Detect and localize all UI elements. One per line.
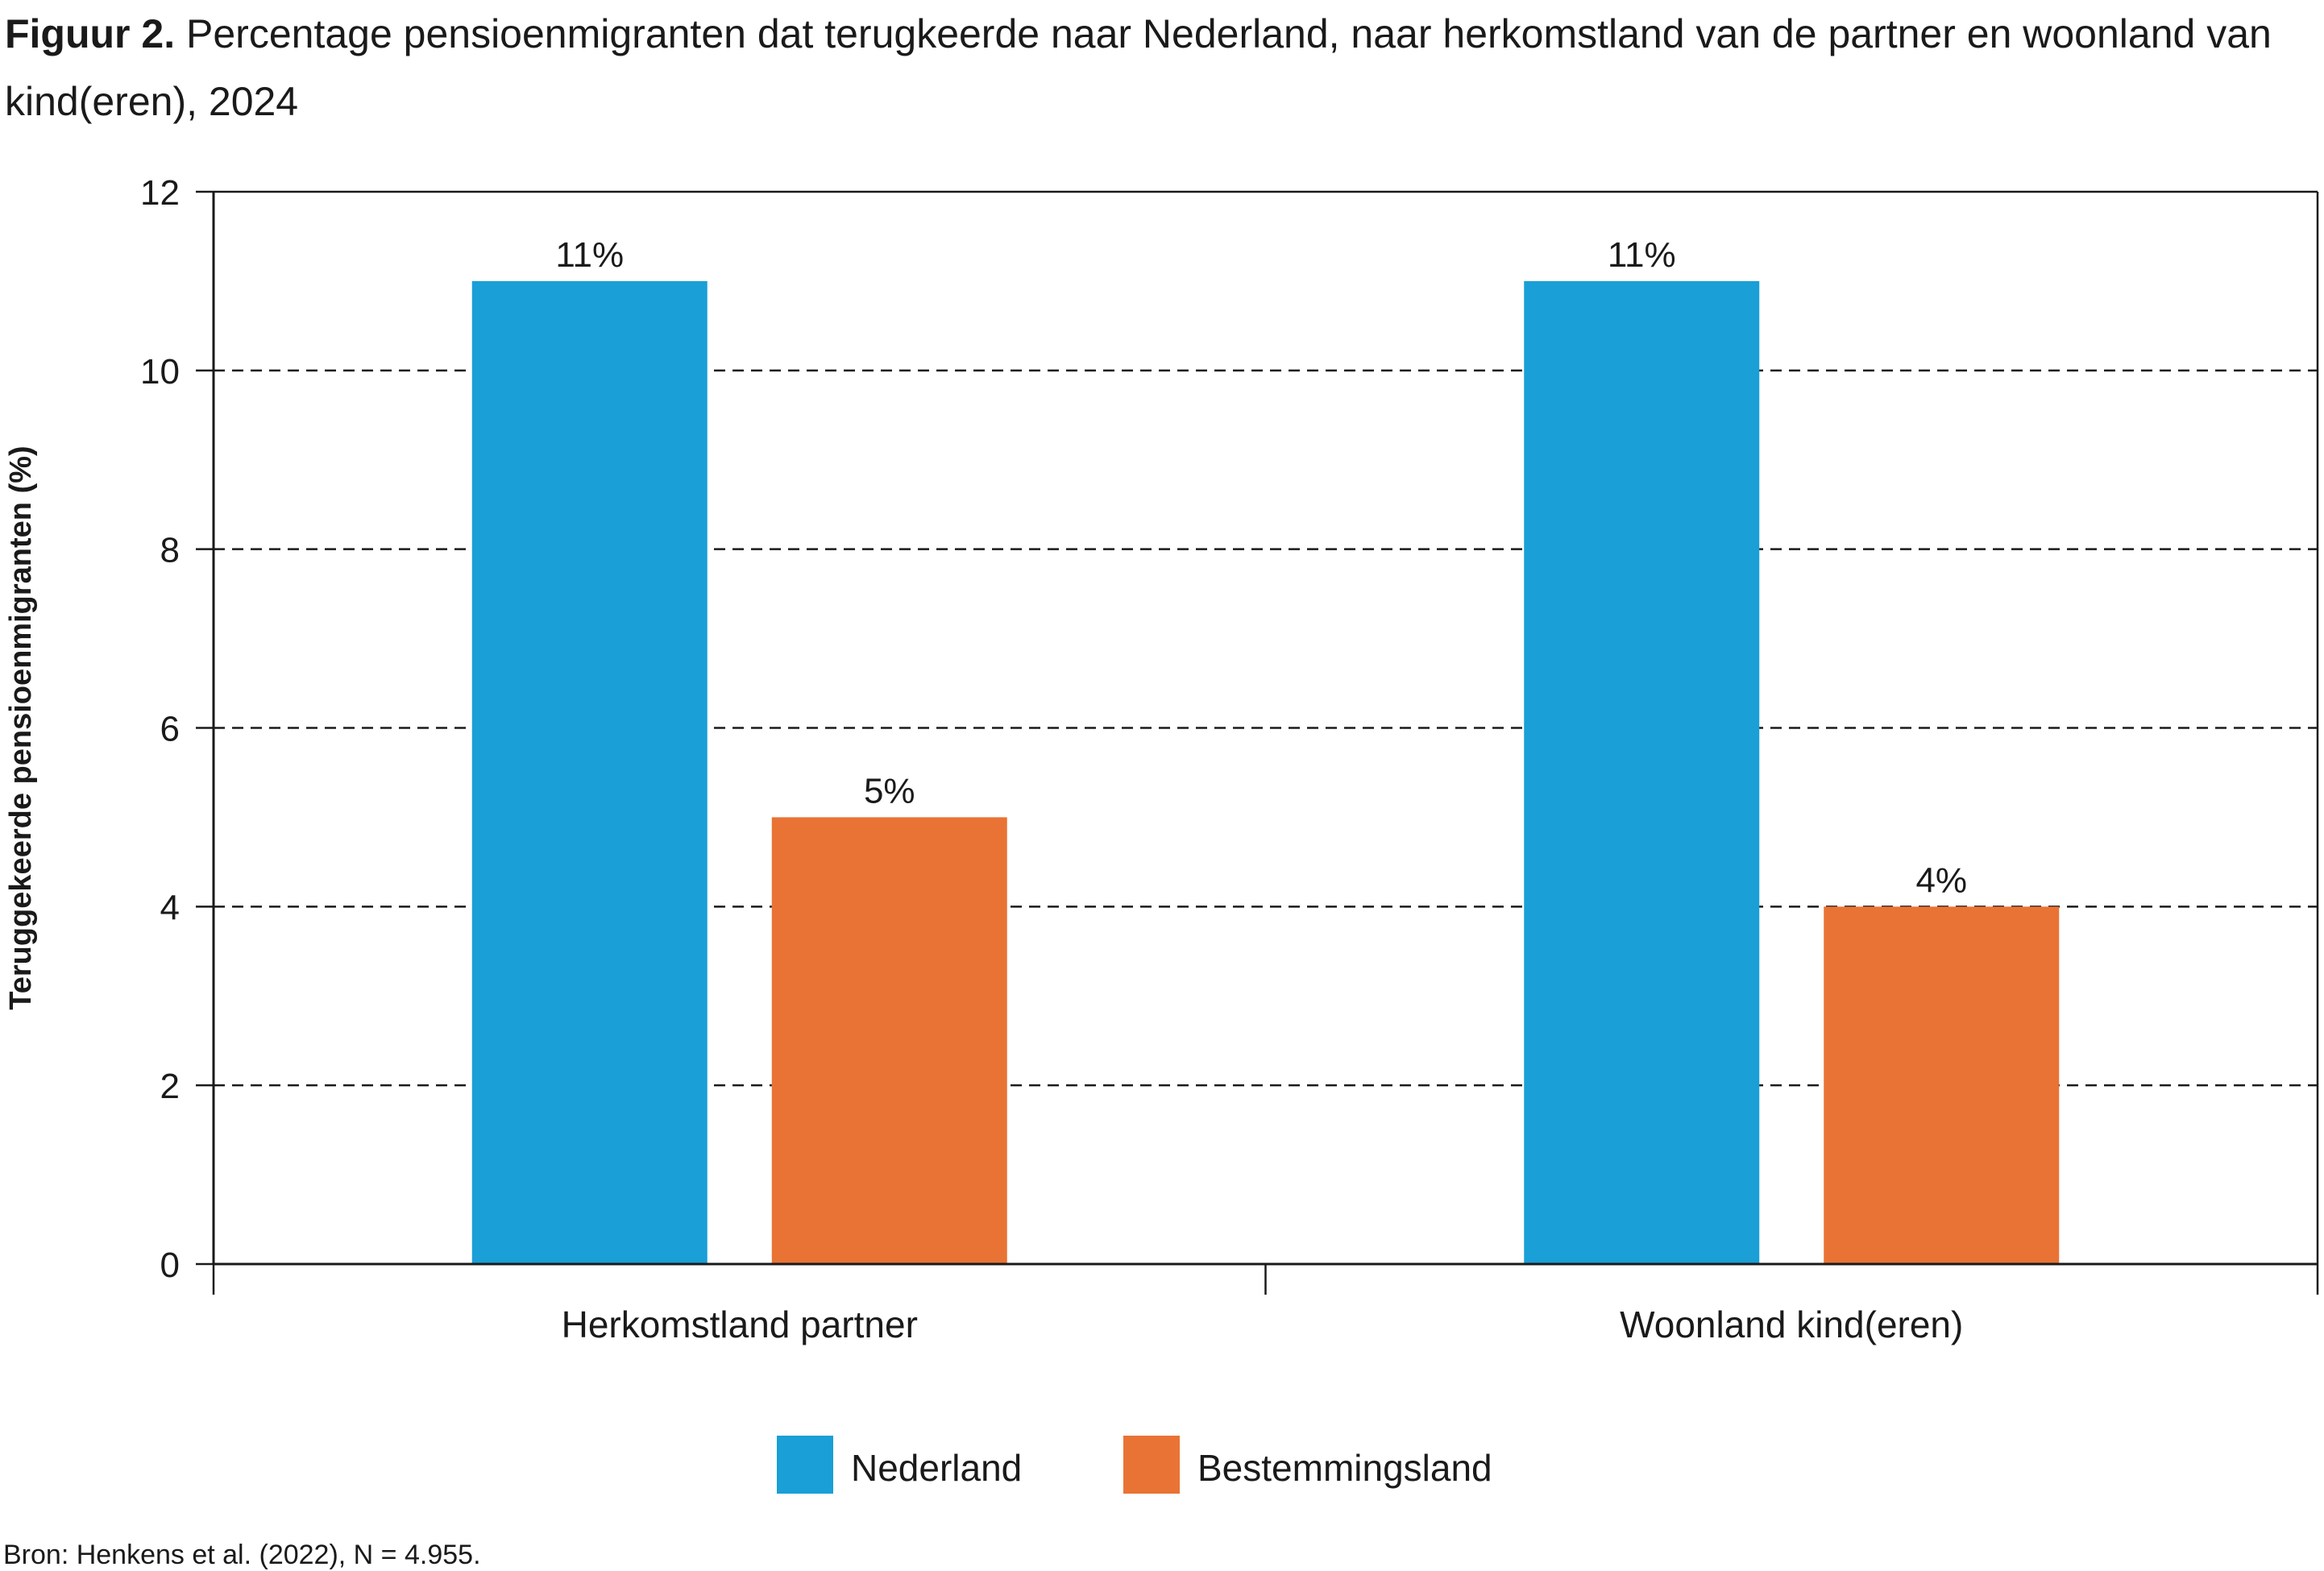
y-axis-title: Teruggekeerde pensioenmigranten (%) xyxy=(4,446,38,1009)
y-tick-label: 8 xyxy=(160,531,180,570)
data-label: 11% xyxy=(1608,235,1676,275)
legend-label: Bestemmingsland xyxy=(1197,1447,1492,1489)
figure-label: Figuur 2. xyxy=(5,11,176,56)
axes: 0 2 4 6 8 10 12 Herkomstland partner Woonland ki… xyxy=(4,173,2319,1345)
y-tick-label: 4 xyxy=(160,888,180,927)
bars xyxy=(471,280,2060,1265)
x-tick-label: Woonland kind(eren) xyxy=(1620,1304,1963,1345)
legend-swatch xyxy=(1123,1436,1180,1494)
chart-title: Figuur 2. Percentage pensioenmigranten d… xyxy=(5,0,2318,135)
legend: Nederland Bestemmingsland xyxy=(777,1436,1492,1494)
bar xyxy=(771,817,1007,1264)
y-tick-label: 10 xyxy=(140,352,180,392)
y-tick-label: 6 xyxy=(160,710,180,749)
figure-title-text: Percentage pensioenmigranten dat terugke… xyxy=(5,11,2272,124)
y-tick-label: 2 xyxy=(160,1067,180,1106)
labels: 11% 5% 11% 4% xyxy=(555,235,1967,900)
data-label: 11% xyxy=(555,235,624,275)
legend-label: Nederland xyxy=(851,1447,1022,1489)
bar xyxy=(1524,280,1760,1265)
y-tick-label: 0 xyxy=(160,1246,180,1285)
data-label: 4% xyxy=(1915,860,1967,900)
bar xyxy=(1824,906,2060,1264)
y-tick-label: 12 xyxy=(140,173,180,213)
x-tick-label: Herkomstland partner xyxy=(562,1304,918,1345)
bar xyxy=(471,280,708,1265)
legend-swatch xyxy=(777,1436,833,1494)
source-note: Bron: Henkens et al. (2022), N = 4.955. xyxy=(3,1540,481,1570)
data-label: 5% xyxy=(864,771,915,810)
